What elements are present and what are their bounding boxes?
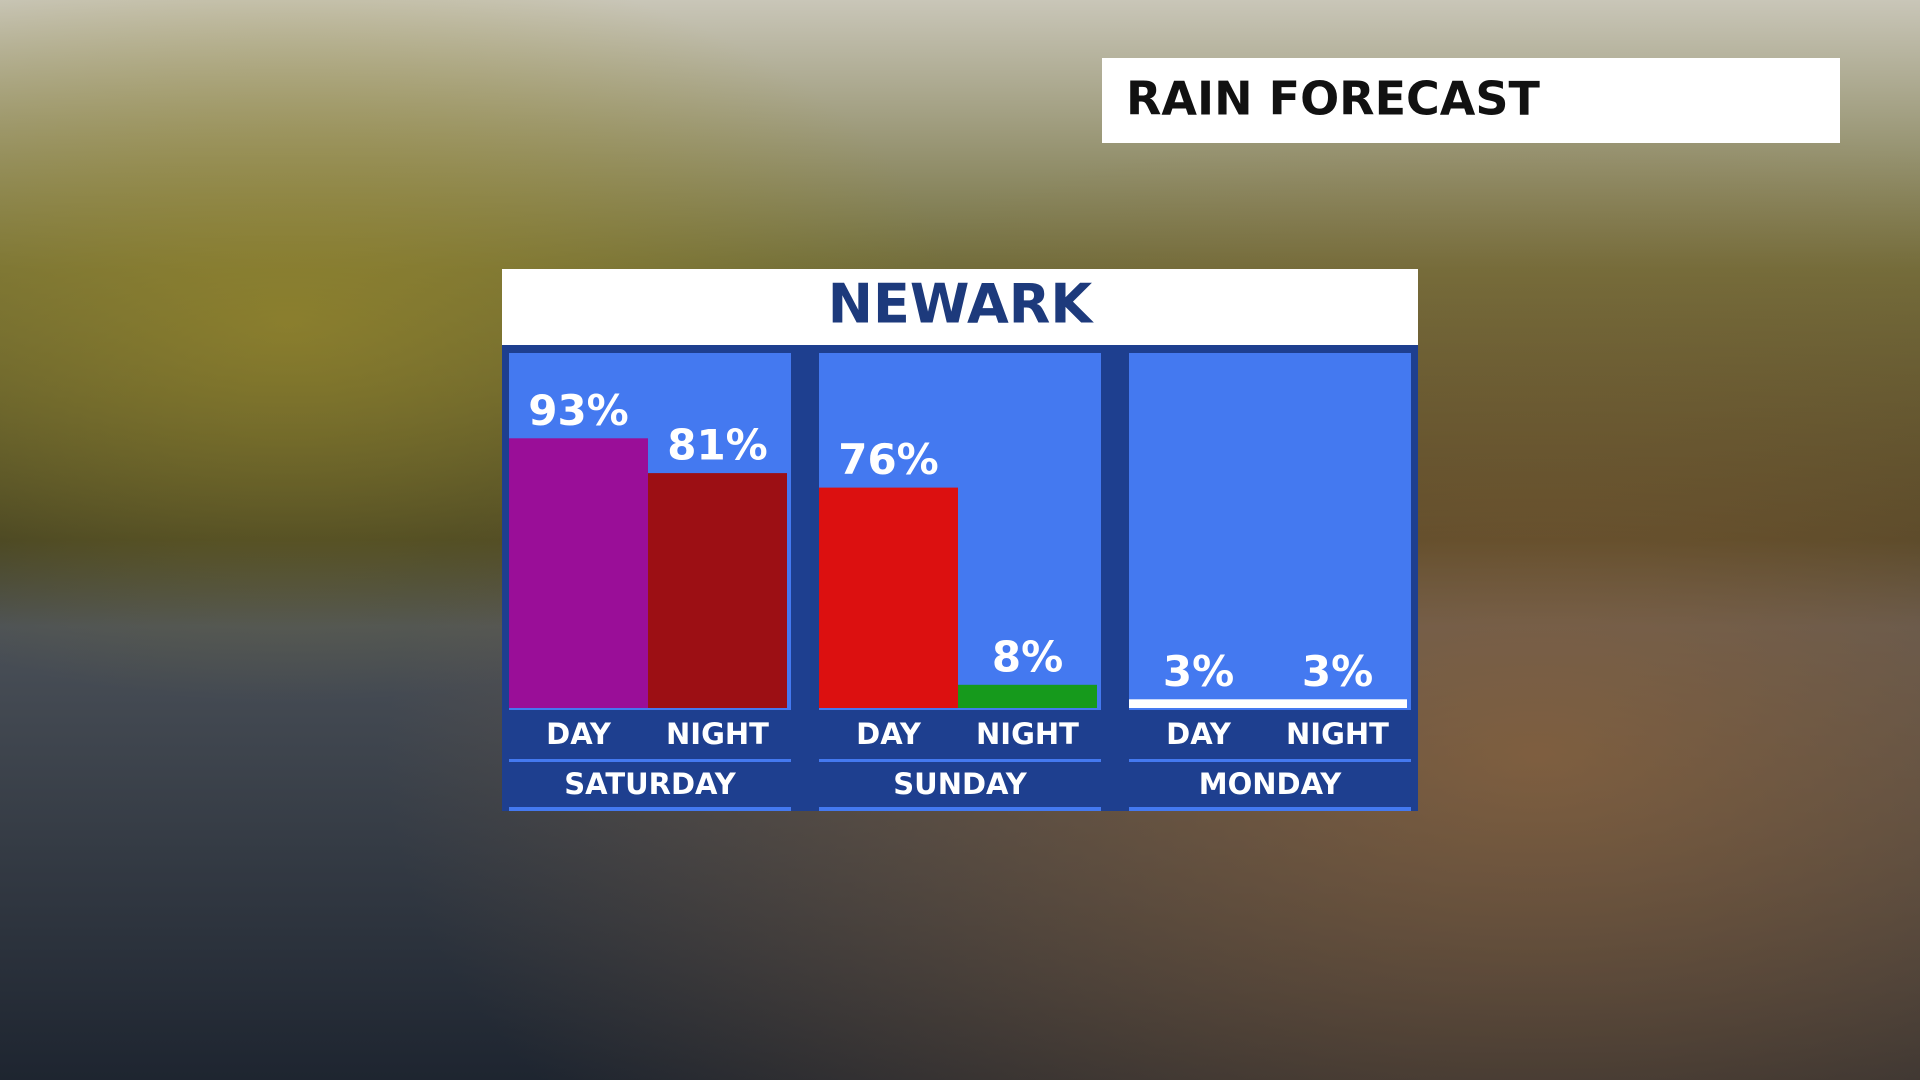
- bar: [1129, 699, 1268, 708]
- value-label: 8%: [992, 632, 1063, 681]
- category-strip: [509, 710, 791, 759]
- group-strip: [819, 762, 1101, 807]
- category-label: NIGHT: [1286, 717, 1389, 751]
- category-label: DAY: [546, 717, 612, 751]
- value-label: 3%: [1163, 647, 1234, 696]
- bar: [648, 473, 787, 708]
- value-label: 81%: [667, 421, 768, 470]
- category-label: DAY: [856, 717, 922, 751]
- value-label: 3%: [1302, 647, 1373, 696]
- category-label: DAY: [1166, 717, 1232, 751]
- value-label: 93%: [528, 386, 629, 435]
- group-strip: [1129, 762, 1411, 807]
- group-label: MONDAY: [1199, 767, 1343, 801]
- bar: [1268, 699, 1407, 708]
- category-label: NIGHT: [976, 717, 1079, 751]
- group-strip: [509, 762, 791, 807]
- header-title: RAIN FORECAST: [1126, 72, 1541, 126]
- category-strip: [1129, 710, 1411, 759]
- value-label: 76%: [838, 435, 939, 484]
- category-label: NIGHT: [666, 717, 769, 751]
- title-box: [502, 269, 1418, 345]
- category-strip: [819, 710, 1101, 759]
- group-label: SUNDAY: [893, 767, 1027, 801]
- bar: [509, 438, 648, 708]
- header-box: [1102, 58, 1840, 143]
- bar: [958, 684, 1097, 708]
- chart-title: NEWARK: [828, 273, 1095, 336]
- bar: [819, 487, 958, 708]
- group-label: SATURDAY: [564, 767, 736, 801]
